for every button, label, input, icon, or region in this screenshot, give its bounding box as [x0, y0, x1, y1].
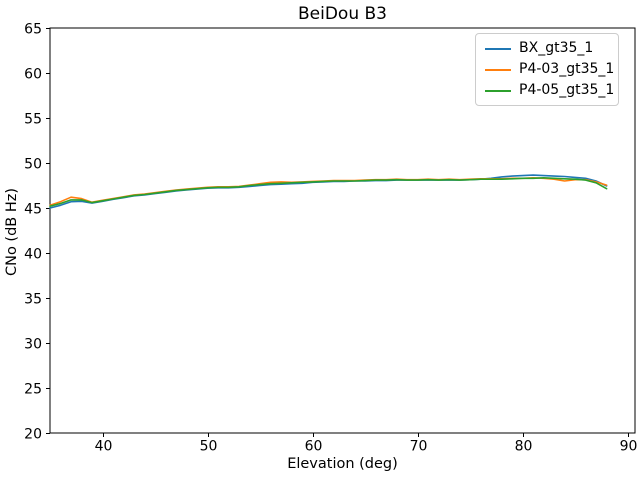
legend-entry: P4-03_gt35_1: [485, 62, 614, 77]
legend-label: P4-03_gt35_1: [519, 61, 615, 77]
x-tick-label: 90: [620, 439, 638, 455]
legend-line-swatch: [485, 89, 511, 92]
x-tick-label: 70: [410, 439, 428, 455]
y-tick-label: 50: [24, 157, 42, 173]
x-axis-label: Elevation (deg): [287, 456, 398, 472]
y-tick-label: 20: [24, 427, 42, 443]
x-tick-label: 50: [200, 439, 218, 455]
y-tick-label: 40: [24, 247, 42, 263]
legend-line-swatch: [485, 47, 511, 50]
legend-line-swatch: [485, 68, 511, 71]
series-line-P4-05_gt35_1: [49, 177, 608, 207]
y-tick-label: 35: [24, 292, 42, 308]
y-tick-label: 65: [24, 22, 42, 38]
y-tick-label: 30: [24, 337, 42, 353]
y-tick-label: 60: [24, 67, 42, 83]
chart-title: BeiDou B3: [298, 4, 387, 24]
legend-entry: P4-05_gt35_1: [485, 83, 614, 98]
legend: BX_gt35_1 P4-03_gt35_1 P4-05_gt35_1: [475, 33, 619, 106]
y-tick-label: 55: [24, 112, 42, 128]
axes-frame: [49, 27, 636, 434]
legend-label: BX_gt35_1: [519, 40, 594, 56]
y-tick-label: 45: [24, 202, 42, 218]
x-tick-label: 40: [95, 439, 113, 455]
x-tick-label: 60: [305, 439, 323, 455]
x-tick-label: 80: [515, 439, 533, 455]
y-tick-label: 25: [24, 382, 42, 398]
legend-label: P4-05_gt35_1: [519, 82, 615, 98]
legend-entry: BX_gt35_1: [485, 41, 609, 56]
